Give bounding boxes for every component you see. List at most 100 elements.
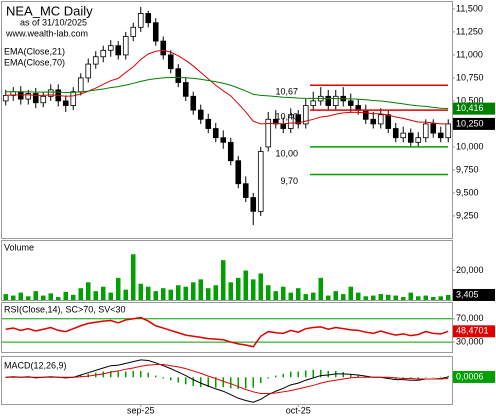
last-value-label: 48,4701 (456, 326, 489, 336)
legend-entry: EMA(Close,21) (4, 46, 65, 56)
volume-bar (288, 292, 293, 300)
volume-bar (348, 286, 353, 300)
last-value-box (453, 102, 495, 115)
volume-bar (228, 282, 233, 300)
volume-bar (108, 292, 113, 300)
volume-bar (33, 291, 38, 300)
y-tick-label: 10,500 (456, 95, 484, 105)
volume-bar (206, 288, 211, 300)
volume-bar (176, 285, 181, 300)
candle-body (370, 118, 377, 125)
volume-bar (416, 296, 421, 300)
histogram-bar (282, 373, 284, 378)
volume-bar (266, 285, 271, 300)
volume-bar (243, 270, 248, 300)
volume-bar (438, 296, 443, 300)
volume-bar (311, 292, 316, 300)
volume-bar (326, 295, 331, 300)
volume-bar (281, 286, 286, 300)
volume-bar (11, 295, 16, 300)
volume-bar (26, 296, 31, 300)
y-tick-label: 20,000 (456, 265, 484, 275)
volume-bar (378, 294, 383, 300)
volume-bar (86, 282, 91, 300)
histogram-bar (305, 370, 307, 378)
histogram-bar (162, 377, 164, 379)
volume-bar (3, 294, 8, 300)
histogram-bar (312, 369, 314, 378)
candle-body (137, 13, 144, 28)
volume-bar (116, 277, 121, 300)
volume-bar (401, 297, 406, 300)
histogram-bar (417, 377, 419, 379)
histogram-bar (350, 373, 352, 378)
histogram-bar (110, 370, 112, 378)
histogram-bar (342, 372, 344, 378)
candle-body (32, 93, 39, 104)
histogram-bar (222, 377, 224, 388)
candle-body (85, 63, 92, 79)
x-tick-label: sep-25 (127, 405, 155, 415)
volume-bar (303, 294, 308, 300)
volume-bar (78, 288, 83, 300)
candle-body (227, 141, 234, 162)
candle-body (385, 114, 392, 129)
candle-body (197, 109, 204, 120)
macd-line (5, 364, 449, 395)
histogram-bar (170, 377, 172, 381)
histogram-bar (132, 370, 134, 378)
candle-body (40, 95, 47, 104)
legend-entry: EMA(Close,70) (4, 57, 65, 67)
candle-body (242, 183, 249, 198)
volume-bar (18, 292, 23, 300)
candle-body (430, 123, 437, 134)
candle-body (377, 114, 384, 125)
panel-title: RSI(Close,14), SC>70, SV<30 (4, 304, 126, 314)
candle-body (250, 197, 257, 212)
candle-body (287, 114, 294, 129)
volume-bar (146, 286, 151, 300)
volume-bar (318, 277, 323, 300)
candle-body (160, 40, 167, 56)
candle-body (347, 100, 354, 106)
candle-body (310, 100, 317, 106)
histogram-bar (297, 371, 299, 378)
price-panel (1, 1, 453, 239)
volume-bar (296, 288, 301, 300)
volume-bar (153, 291, 158, 300)
histogram-bar (440, 376, 442, 378)
y-tick-label: 9,500 (456, 187, 479, 197)
histogram-bar (185, 377, 187, 385)
candle-body (205, 118, 212, 129)
volume-bar (273, 291, 278, 300)
candle-body (302, 105, 309, 125)
candle-body (175, 68, 182, 83)
volume-bar (423, 295, 428, 300)
volume-bar (138, 283, 143, 300)
volume-bar (393, 295, 398, 300)
y-tick-label: 10,750 (456, 72, 484, 82)
histogram-bar (102, 371, 104, 378)
histogram-bar (252, 377, 254, 388)
volume-bar (101, 286, 106, 300)
rsi-panel (1, 302, 453, 353)
level-label: 10,00 (275, 148, 298, 158)
candle-body (415, 137, 422, 143)
level-label: 9,70 (280, 176, 298, 186)
volume-bar (183, 286, 188, 300)
volume-bar (56, 297, 61, 300)
rsi-line (5, 316, 449, 348)
histogram-bar (117, 371, 119, 378)
candle-body (25, 93, 32, 100)
volume-bar (363, 296, 368, 300)
volume-bar (371, 295, 376, 300)
candle-body (145, 13, 152, 24)
volume-bar (198, 279, 203, 300)
histogram-bar (387, 377, 389, 379)
candle-body (70, 91, 77, 106)
histogram-bar (275, 375, 277, 378)
histogram-bar (245, 377, 247, 389)
